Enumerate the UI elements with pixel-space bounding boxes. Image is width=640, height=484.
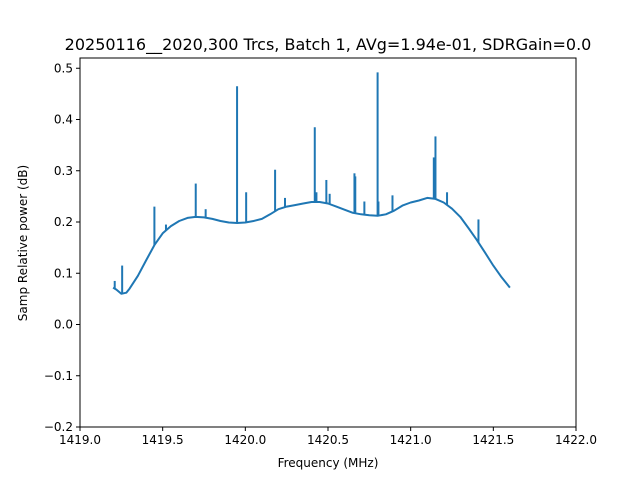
y-tick-label: −0.1 (44, 369, 73, 383)
x-tick-label: 1420.5 (307, 433, 349, 447)
y-axis-label: Samp Relative power (dB) (16, 165, 30, 321)
x-axis-label: Frequency (MHz) (278, 456, 379, 470)
x-tick-label: 1421.0 (390, 433, 432, 447)
y-tick-label: 0.0 (54, 318, 73, 332)
x-tick-label: 1420.0 (224, 433, 266, 447)
series-line-0 (112, 196, 511, 295)
y-tick-label: 0.3 (54, 164, 73, 178)
y-tick-label: 0.2 (54, 215, 73, 229)
x-tick-label: 1419.0 (59, 433, 101, 447)
y-tick-label: 0.5 (54, 61, 73, 75)
x-tick-label: 1421.5 (472, 433, 514, 447)
y-axis: −0.2 −0.1 0.0 0.1 0.2 0.3 0.4 0.5 (44, 61, 80, 434)
x-tick-label: 1419.5 (142, 433, 184, 447)
chart-title: 20250116__2020,300 Trcs, Batch 1, AVg=1.… (65, 35, 592, 55)
y-tick-label: −0.2 (44, 420, 73, 434)
y-tick-label: 0.1 (54, 266, 73, 280)
y-tick-label: 0.4 (54, 113, 73, 127)
plot-area (112, 72, 511, 295)
x-axis: 1419.0 1419.5 1420.0 1420.5 1421.0 1421.5 1422… (59, 427, 597, 447)
x-tick-label: 1422.0 (555, 433, 597, 447)
